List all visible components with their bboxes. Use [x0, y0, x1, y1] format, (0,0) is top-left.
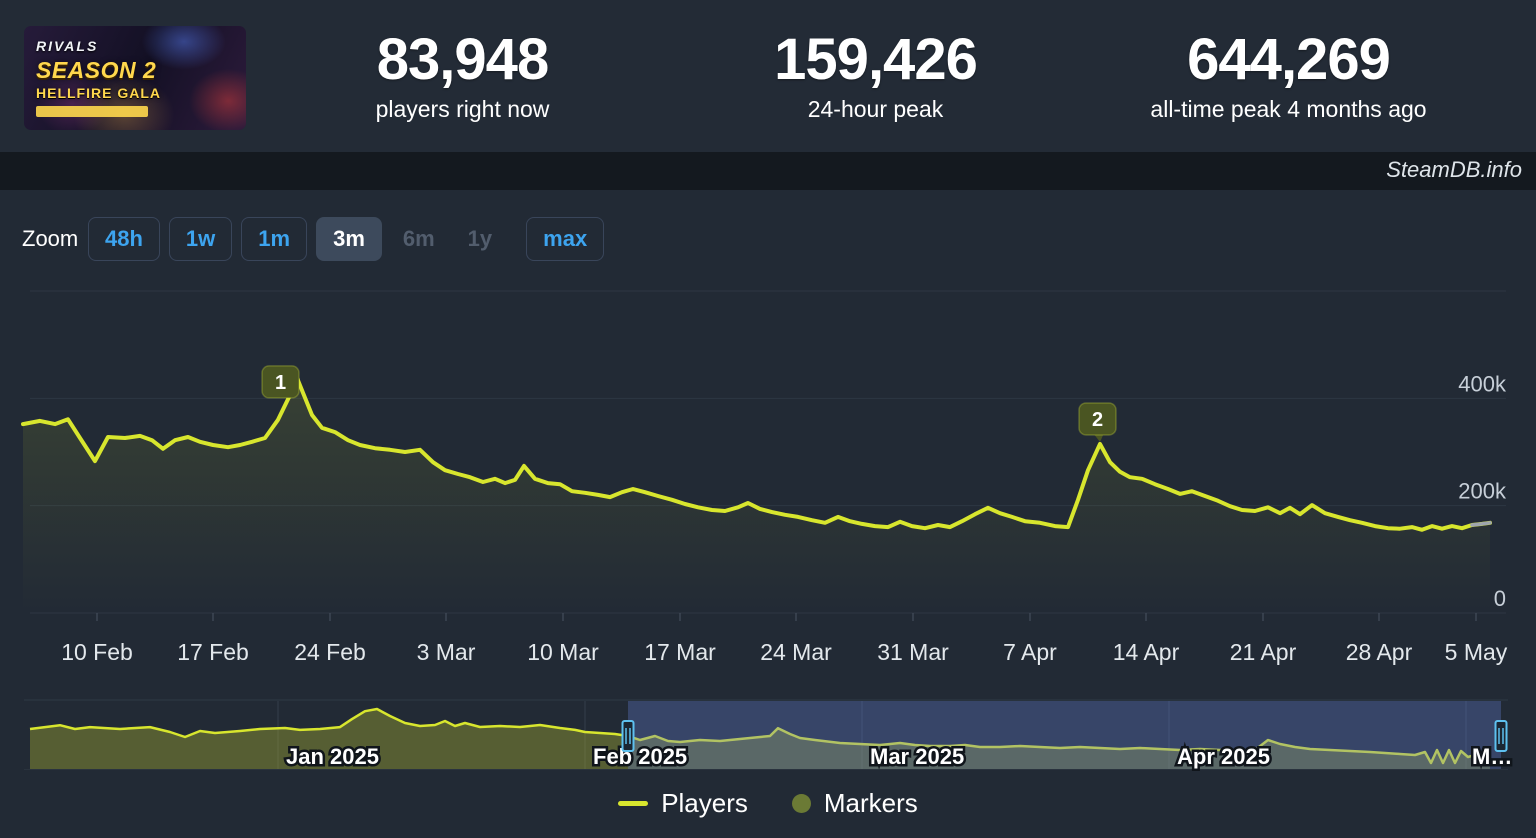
zoom-label: Zoom	[22, 226, 79, 251]
stat-label: all-time peak 4 months ago	[1150, 95, 1427, 122]
x-axis-label-24-Feb: 24 Feb	[294, 639, 366, 665]
zoom-button-6m: 6m	[391, 217, 447, 261]
zoom-row: Zoom 48h 1w 1m 3m 6m 1y max	[22, 217, 605, 261]
zoom-button-1m[interactable]: 1m	[241, 217, 308, 261]
stat-alltime-peak: 644,269 all-time peak 4 months ago	[1082, 27, 1495, 123]
stat-value: 644,269	[1187, 27, 1391, 92]
zoom-button-max[interactable]: max	[526, 217, 605, 261]
banner-chip	[36, 106, 148, 117]
svg-text:1: 1	[275, 372, 286, 394]
banner-season-text: SEASON 2	[36, 57, 157, 83]
players-area-fill	[23, 377, 1490, 613]
x-axis-label-5-May: 5 May	[1445, 639, 1508, 665]
chart-legend: Players Markers	[0, 788, 1536, 819]
x-axis-label-7-Apr: 7 Apr	[1003, 639, 1057, 665]
x-axis-label-31-Mar: 31 Mar	[877, 639, 949, 665]
navigator-label-Jan-2025: Jan 2025	[286, 744, 379, 769]
y-axis-label-400k: 400k	[1458, 371, 1507, 396]
zoom-button-3m[interactable]: 3m	[316, 217, 382, 261]
stat-24h-peak: 159,426 24-hour peak	[669, 27, 1082, 123]
navigator-label-Feb-2025: Feb 2025	[593, 744, 687, 769]
navigator-area-fill	[30, 709, 1490, 769]
players-swatch-icon	[618, 801, 649, 806]
banner-event-text: HELLFIRE GALA	[36, 85, 161, 101]
game-banner[interactable]: RIVALS SEASON 2 HELLFIRE GALA	[24, 26, 246, 130]
steamdb-link[interactable]: SteamDB.info	[1386, 157, 1522, 182]
x-axis-label-21-Apr: 21 Apr	[1230, 639, 1297, 665]
stats-header: RIVALS SEASON 2 HELLFIRE GALA 83,948 pla…	[0, 0, 1536, 152]
x-axis-label-10-Mar: 10 Mar	[527, 639, 599, 665]
navigator-label-Apr-2025: Apr 2025	[1177, 744, 1270, 769]
x-axis-label-28-Apr: 28 Apr	[1346, 639, 1413, 665]
event-marker-2[interactable]: 2	[1078, 402, 1117, 442]
y-axis-label-200k: 200k	[1458, 479, 1507, 504]
x-axis-label-24-Mar: 24 Mar	[760, 639, 832, 665]
game-banner-art: RIVALS SEASON 2 HELLFIRE GALA	[36, 39, 161, 117]
y-axis-label-0: 0	[1494, 586, 1506, 611]
navigator-label-Mar-2025: Mar 2025	[870, 744, 964, 769]
x-axis-label-3-Mar: 3 Mar	[417, 639, 476, 665]
legend-item-players[interactable]: Players	[618, 788, 748, 819]
zoom-button-1y: 1y	[456, 217, 504, 261]
banner-logo-text: RIVALS	[36, 38, 99, 54]
zoom-buttons: 48h 1w 1m 3m 6m 1y max	[88, 217, 605, 261]
stat-label: 24-hour peak	[807, 95, 944, 122]
brand-strip: SteamDB.info	[0, 152, 1536, 190]
zoom-button-48h[interactable]: 48h	[88, 217, 160, 261]
x-axis-label-17-Mar: 17 Mar	[644, 639, 716, 665]
zoom-button-1w[interactable]: 1w	[168, 217, 233, 261]
stat-current-players: 83,948 players right now	[256, 27, 669, 123]
x-axis-label-10-Feb: 10 Feb	[61, 639, 133, 665]
legend-label: Markers	[823, 788, 918, 818]
navigator-right-handle[interactable]	[1494, 720, 1508, 752]
x-axis-label-17-Feb: 17 Feb	[177, 639, 249, 665]
svg-text:2: 2	[1092, 409, 1103, 431]
players-line-live-tip	[1470, 521, 1492, 527]
x-axis-label-14-Apr: 14 Apr	[1113, 639, 1180, 665]
legend-label: Players	[661, 788, 748, 818]
event-marker-1[interactable]: 1	[261, 365, 300, 399]
markers-swatch-icon	[791, 794, 811, 813]
navigator-selected-range[interactable]	[628, 701, 1501, 769]
stat-value: 83,948	[376, 27, 549, 92]
legend-item-markers[interactable]: Markers	[791, 788, 918, 819]
stat-label: players right now	[375, 95, 550, 122]
stat-value: 159,426	[774, 27, 978, 92]
navigator-left-handle[interactable]	[621, 720, 635, 752]
stats-row: 83,948 players right now 159,426 24-hour…	[256, 27, 1512, 123]
navigator-line	[29, 707, 1490, 765]
